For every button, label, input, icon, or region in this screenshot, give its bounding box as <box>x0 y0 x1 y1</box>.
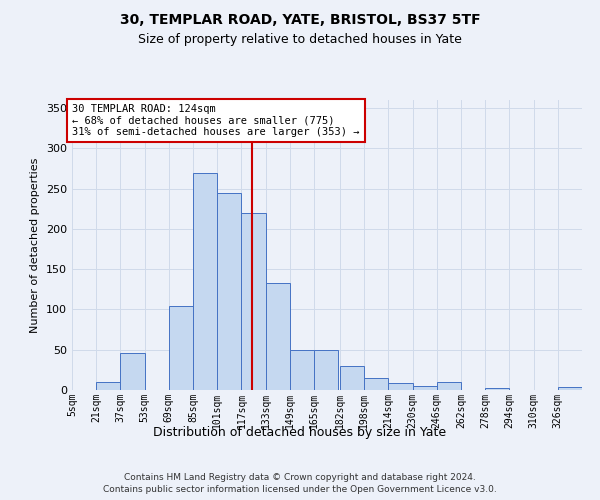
Y-axis label: Number of detached properties: Number of detached properties <box>31 158 40 332</box>
Text: Distribution of detached houses by size in Yate: Distribution of detached houses by size … <box>154 426 446 439</box>
Bar <box>413 386 437 390</box>
Bar <box>437 382 461 390</box>
Bar <box>169 306 193 390</box>
Bar <box>241 213 266 390</box>
Bar <box>193 172 217 390</box>
Bar <box>121 353 145 390</box>
Bar <box>290 350 314 390</box>
Bar <box>96 382 121 390</box>
Text: 30, TEMPLAR ROAD, YATE, BRISTOL, BS37 5TF: 30, TEMPLAR ROAD, YATE, BRISTOL, BS37 5T… <box>119 12 481 26</box>
Bar <box>558 387 582 390</box>
Bar <box>388 383 413 390</box>
Bar <box>217 194 241 390</box>
Bar <box>314 350 338 390</box>
Bar <box>266 283 290 390</box>
Bar <box>364 378 388 390</box>
Bar <box>340 366 364 390</box>
Text: Contains public sector information licensed under the Open Government Licence v3: Contains public sector information licen… <box>103 486 497 494</box>
Bar <box>485 388 509 390</box>
Text: 30 TEMPLAR ROAD: 124sqm
← 68% of detached houses are smaller (775)
31% of semi-d: 30 TEMPLAR ROAD: 124sqm ← 68% of detache… <box>72 104 359 137</box>
Text: Size of property relative to detached houses in Yate: Size of property relative to detached ho… <box>138 32 462 46</box>
Text: Contains HM Land Registry data © Crown copyright and database right 2024.: Contains HM Land Registry data © Crown c… <box>124 473 476 482</box>
